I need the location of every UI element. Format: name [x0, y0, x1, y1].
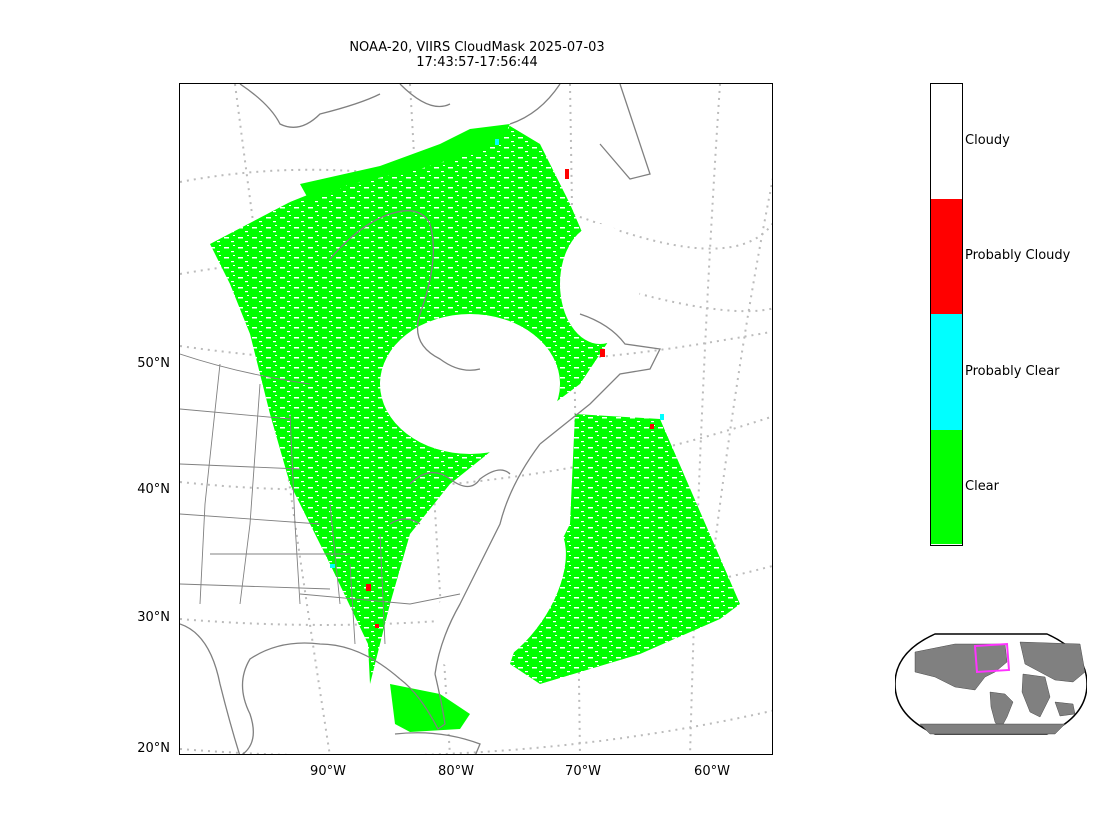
coastline-gulf	[241, 642, 401, 754]
speckle-cyan-2	[495, 139, 499, 145]
gridline-lat-20	[180, 709, 772, 754]
coastline-labrador	[509, 84, 561, 125]
title-line-2: 17:43:57-17:56:44	[416, 55, 538, 70]
coastline-florida	[399, 673, 446, 730]
inset-antarctica	[919, 723, 1066, 735]
lon-label-70w: 70°W	[565, 764, 601, 779]
inset-world-map	[895, 633, 1087, 735]
border-us-canada	[180, 353, 311, 385]
map-panel[interactable]	[179, 83, 773, 755]
coastline-mexico-west	[180, 623, 241, 754]
coastlines	[180, 84, 661, 754]
cloud-region-south	[434, 514, 566, 674]
border-state-row-3	[299, 593, 461, 605]
gridline-lat-40	[180, 415, 772, 491]
coastline-cuba	[394, 732, 481, 754]
speckle-red-1	[565, 169, 569, 179]
lon-label-80w: 80°W	[438, 764, 474, 779]
colorbar-segment-cloudy	[931, 84, 962, 199]
inset-region-box	[973, 642, 1011, 674]
colorbar-label-probably-cloudy: Probably Cloudy	[965, 248, 1071, 263]
inset-north-america	[914, 643, 1008, 691]
speckle-red-4	[375, 624, 379, 628]
lat-label-20: 20°N	[137, 741, 170, 756]
colorbar-label-cloudy: Cloudy	[965, 133, 1010, 148]
speckle-red-2	[600, 349, 605, 357]
gridline-lon-90	[234, 84, 331, 754]
coastline-us-east	[434, 443, 541, 675]
coastline-canada-north	[239, 84, 451, 128]
lat-label-40: 40°N	[137, 482, 170, 497]
cloud-region-ne	[560, 224, 640, 344]
border-state-col-2	[329, 503, 386, 645]
lat-label-50: 50°N	[137, 356, 170, 371]
colorbar-segment-probably-cloudy	[931, 199, 962, 314]
colorbar	[930, 83, 963, 546]
inset-africa	[1021, 673, 1051, 718]
colorbar-segment-probably-clear	[931, 314, 962, 430]
speckle-red-3	[366, 584, 371, 591]
coastline-great-lakes	[389, 469, 511, 525]
swath-clear-south	[510, 414, 740, 684]
speckle-cyan-1	[330, 564, 335, 568]
lon-label-90w: 90°W	[310, 764, 346, 779]
cloud-mask-swath	[210, 124, 740, 732]
coastline-hudson-bay	[329, 210, 481, 371]
lon-label-60w: 60°W	[694, 764, 730, 779]
swath-strip-north	[300, 124, 510, 202]
speckle-red-5	[650, 424, 654, 429]
map-svg	[180, 84, 772, 754]
coastline-greenland	[599, 84, 651, 180]
coastline-quebec-atlantic	[539, 313, 661, 445]
inset-australia	[1054, 701, 1076, 717]
cloud-region-center	[380, 314, 560, 454]
inset-land	[914, 641, 1086, 735]
border-state-row-2	[180, 553, 350, 590]
swath-florida	[390, 684, 470, 732]
lat-label-30: 30°N	[137, 610, 170, 625]
colorbar-segment-clear	[931, 430, 962, 544]
border-state-col-1	[199, 363, 301, 605]
inset-eurasia	[1019, 641, 1086, 683]
plot-title: NOAA-20, VIIRS CloudMask 2025-07-03 17:4…	[180, 40, 774, 70]
speckle-cyan-3	[660, 414, 664, 420]
title-line-1: NOAA-20, VIIRS CloudMask 2025-07-03	[349, 40, 605, 55]
colorbar-label-probably-clear: Probably Clear	[965, 364, 1060, 379]
state-borders	[180, 353, 461, 645]
inset-south-america	[989, 691, 1014, 731]
colorbar-label-clear: Clear	[965, 479, 999, 494]
gridline-lon-60	[689, 84, 721, 754]
gridline-lon-50	[709, 178, 772, 585]
